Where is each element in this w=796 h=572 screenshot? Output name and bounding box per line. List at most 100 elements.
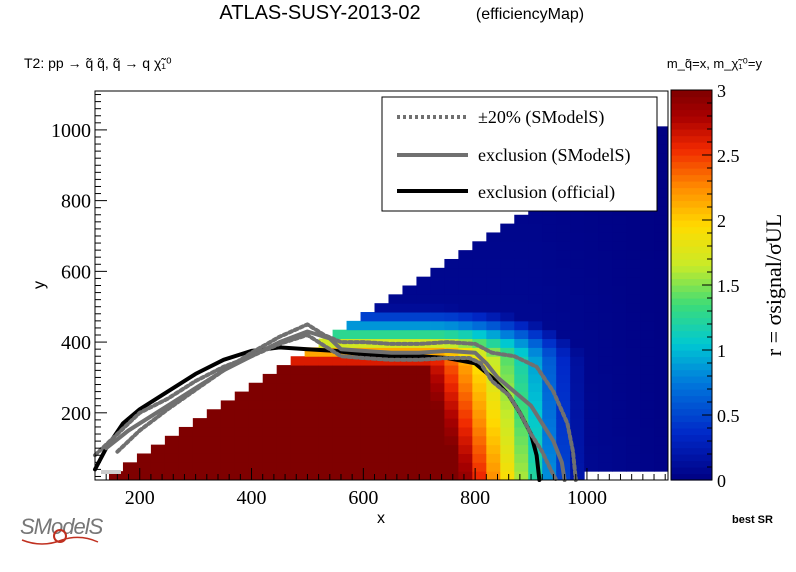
heatmap-cell xyxy=(472,391,487,401)
heatmap-cell xyxy=(570,250,585,260)
heatmap-cell xyxy=(486,444,501,454)
heatmap-cell xyxy=(318,418,334,428)
heatmap-cell xyxy=(206,471,222,481)
heatmap-cell xyxy=(626,444,641,454)
heatmap-cell xyxy=(444,285,459,295)
heatmap-cell xyxy=(612,303,627,313)
colorbar-segment xyxy=(671,103,712,111)
y-tick-label: 1000 xyxy=(51,120,91,142)
heatmap-cell xyxy=(416,329,431,340)
heatmap-cell xyxy=(570,267,585,278)
heatmap-cell xyxy=(388,435,403,446)
heatmap-cell xyxy=(626,214,641,225)
heatmap-cell xyxy=(374,418,389,428)
colorbar-segment xyxy=(671,382,712,390)
colorbar-segment xyxy=(671,226,712,234)
heatmap-cell xyxy=(598,338,613,348)
heatmap-cell xyxy=(654,312,669,322)
heatmap-cell xyxy=(500,444,515,454)
z-tick-label: 2 xyxy=(717,211,726,231)
heatmap-cell xyxy=(472,409,487,419)
y-axis-label: y xyxy=(31,281,48,289)
heatmap-cell xyxy=(332,418,348,428)
heatmap-cell xyxy=(388,391,403,401)
heatmap-cell xyxy=(626,338,641,348)
heatmap-cell xyxy=(276,418,292,428)
heatmap-cell xyxy=(248,391,264,401)
heatmap-cell xyxy=(528,241,543,251)
heatmap-cell xyxy=(318,382,334,393)
heatmap-cell xyxy=(612,382,627,393)
heatmap-cell xyxy=(654,418,669,428)
colorbar-segment xyxy=(671,421,712,429)
heatmap-cell xyxy=(500,250,515,260)
heatmap-cell xyxy=(430,409,445,419)
heatmap-cell xyxy=(626,250,641,260)
logo-underline-icon xyxy=(21,536,99,545)
heatmap-cell xyxy=(486,409,501,419)
heatmap-cell xyxy=(570,258,585,269)
heatmap-cell xyxy=(346,400,362,410)
heatmap-cell xyxy=(542,400,557,410)
heatmap-cell xyxy=(654,214,669,225)
heatmap-cell xyxy=(472,400,487,410)
heatmap-cell xyxy=(402,418,417,428)
heatmap-cell xyxy=(360,426,376,437)
heatmap-cell xyxy=(612,214,627,225)
heatmap-cell xyxy=(360,444,376,454)
heatmap-cell xyxy=(654,409,669,419)
heatmap-cell xyxy=(332,409,348,419)
heatmap-cell xyxy=(542,453,557,463)
heatmap-cell xyxy=(640,373,655,384)
heatmap-cell xyxy=(444,356,459,366)
colorbar-segment xyxy=(671,90,712,98)
heatmap-cell xyxy=(388,444,403,454)
series-line--20-smodels- xyxy=(93,333,559,482)
heatmap-cell xyxy=(346,435,362,446)
heatmap-cell xyxy=(654,161,669,172)
heatmap-cell xyxy=(570,462,585,472)
heatmap-cell xyxy=(458,285,473,295)
colorbar-segment xyxy=(671,220,712,228)
heatmap-cell xyxy=(598,223,613,233)
heatmap-cell xyxy=(486,303,501,313)
heatmap-cell xyxy=(598,294,613,304)
heatmap-cell xyxy=(500,356,515,366)
heatmap-cell xyxy=(528,285,543,295)
colorbar-segment xyxy=(671,291,712,299)
heatmap-cell xyxy=(612,409,627,419)
heatmap-cell xyxy=(472,444,487,454)
heatmap-cell xyxy=(570,400,585,410)
heatmap-cell xyxy=(640,418,655,428)
heatmap-cell xyxy=(346,373,362,384)
heatmap-cell xyxy=(472,338,487,348)
heatmap-cell xyxy=(304,462,320,472)
heatmap-cell xyxy=(598,356,613,366)
process-label: T2: pp → q̃ q̃, q̃ → q χ̃₁⁰ xyxy=(24,55,172,71)
heatmap-cell xyxy=(654,347,669,357)
heatmap-cell xyxy=(514,435,529,446)
heatmap-cell xyxy=(360,453,376,463)
heatmap-cell xyxy=(374,329,389,340)
heatmap-cell xyxy=(136,453,152,463)
heatmap-cell xyxy=(136,471,152,481)
heatmap-cell xyxy=(402,312,417,322)
heatmap-cell xyxy=(542,338,557,348)
heatmap-cell xyxy=(640,320,655,331)
heatmap-cell xyxy=(570,418,585,428)
heatmap-cell xyxy=(346,365,362,375)
colorbar-segment xyxy=(671,298,712,306)
heatmap-cell xyxy=(556,338,571,348)
heatmap-cell xyxy=(654,303,669,313)
heatmap-cell xyxy=(248,409,264,419)
heatmap-cell xyxy=(598,312,613,322)
heatmap-cell xyxy=(612,250,627,260)
heatmap-cell xyxy=(458,453,473,463)
heatmap-cell xyxy=(206,462,222,472)
heatmap-cell xyxy=(654,329,669,340)
heatmap-cell xyxy=(570,338,585,348)
colorbar-segment xyxy=(671,434,712,442)
heatmap-cell xyxy=(318,391,334,401)
heatmap-cell xyxy=(164,462,180,472)
heatmap-cell xyxy=(276,444,292,454)
